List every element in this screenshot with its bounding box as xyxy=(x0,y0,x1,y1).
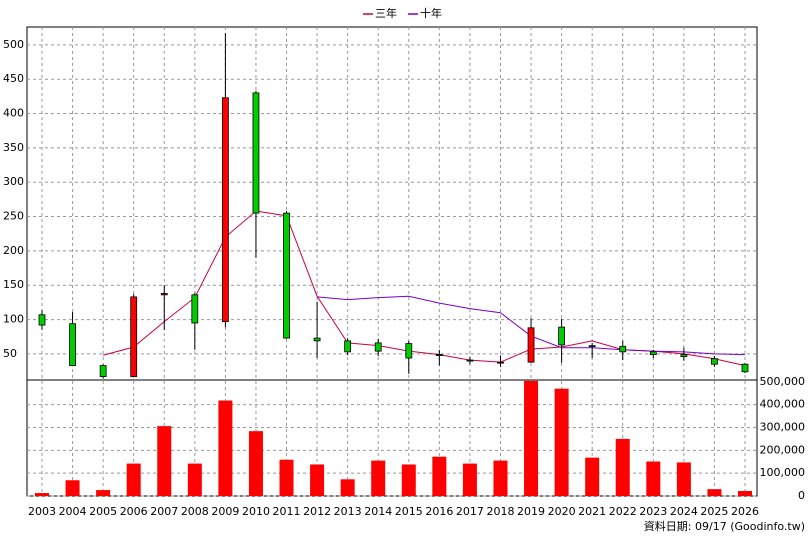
volume-bar xyxy=(524,380,539,496)
candle-body xyxy=(313,337,321,342)
candle-body xyxy=(680,354,688,358)
x-tick-label: 2004 xyxy=(59,505,87,518)
x-tick-label: 2021 xyxy=(578,505,606,518)
x-tick-label: 2022 xyxy=(609,505,637,518)
x-tick-label: 2019 xyxy=(517,505,545,518)
candle-body xyxy=(38,314,46,326)
x-tick-label: 2020 xyxy=(548,505,576,518)
x-tick-label: 2003 xyxy=(28,505,56,518)
volume-bar xyxy=(707,489,722,496)
x-tick-label: 2026 xyxy=(731,505,759,518)
y2-tick-label: 400,000 xyxy=(760,398,806,411)
volume-bar xyxy=(646,461,661,496)
y2-tick-label: 500,000 xyxy=(760,375,806,388)
candle-body xyxy=(252,92,260,214)
y-tick-label: 250 xyxy=(3,210,24,223)
volume-bar xyxy=(462,463,477,496)
candle-body xyxy=(130,296,138,377)
x-tick-label: 2007 xyxy=(150,505,178,518)
y2-tick-label: 200,000 xyxy=(760,443,806,456)
y-tick-label: 300 xyxy=(3,175,24,188)
volume-bar xyxy=(493,460,508,496)
y-tick-label: 200 xyxy=(3,244,24,257)
volume-bar xyxy=(615,438,630,496)
volume-bar xyxy=(248,431,263,496)
y2-tick-label: 0 xyxy=(798,489,805,502)
candle-body xyxy=(69,323,76,366)
candle-body xyxy=(497,361,504,364)
x-tick-label: 2012 xyxy=(303,505,331,518)
candle-body xyxy=(619,345,627,353)
volume-bar xyxy=(432,456,447,496)
candle-body xyxy=(741,363,749,373)
x-tick-label: 2011 xyxy=(273,505,301,518)
candle-body xyxy=(283,212,290,339)
y2-tick-label: 100,000 xyxy=(760,466,806,479)
volume-bar xyxy=(401,464,416,496)
footnote: 資料日期: 09/17 (Goodinfo.tw) xyxy=(644,519,805,533)
candle-body xyxy=(191,294,199,324)
x-tick-label: 2023 xyxy=(639,505,667,518)
ma-line xyxy=(102,210,746,367)
volume-bar xyxy=(126,463,141,496)
x-tick-label: 2017 xyxy=(456,505,484,518)
x-tick-label: 2014 xyxy=(364,505,392,518)
volume-bar xyxy=(738,490,752,496)
candle-body xyxy=(99,365,107,377)
x-tick-label: 2008 xyxy=(181,505,209,518)
volume-bar xyxy=(585,457,600,496)
plot-frame xyxy=(26,26,758,497)
candle-body xyxy=(405,343,413,359)
x-tick-label: 2013 xyxy=(334,505,362,518)
candle-body xyxy=(466,359,474,362)
volume-bar xyxy=(96,490,111,496)
candle-body xyxy=(374,342,382,352)
candle-body xyxy=(649,351,657,355)
y-tick-label: 50 xyxy=(3,347,17,360)
x-tick-label: 2025 xyxy=(700,505,728,518)
x-tick-label: 2015 xyxy=(395,505,423,518)
x-tick-label: 2016 xyxy=(425,505,453,518)
candle-body xyxy=(160,293,168,296)
volume-bar xyxy=(340,479,355,496)
x-tick-label: 2024 xyxy=(670,505,698,518)
y-tick-label: 400 xyxy=(3,107,24,120)
volume-bar xyxy=(554,388,569,496)
volume-bar xyxy=(35,493,49,496)
volume-bar xyxy=(157,426,172,496)
y-tick-label: 350 xyxy=(3,141,24,154)
x-tick-label: 2009 xyxy=(211,505,239,518)
x-tick-label: 2005 xyxy=(89,505,117,518)
volume-bar xyxy=(371,460,386,496)
x-tick-label: 2018 xyxy=(486,505,514,518)
candle-body xyxy=(588,345,596,348)
x-tick-label: 2006 xyxy=(120,505,148,518)
candle-body xyxy=(344,340,352,353)
volume-bar xyxy=(187,463,202,496)
x-tick-label: 2010 xyxy=(242,505,270,518)
candle-body xyxy=(527,327,535,363)
candle-body xyxy=(221,97,229,323)
candle-body xyxy=(711,358,718,365)
y-tick-label: 500 xyxy=(3,38,24,51)
legend-label: 三年 xyxy=(375,6,397,20)
legend-label: 十年 xyxy=(420,6,442,20)
volume-bar xyxy=(218,400,233,496)
candle-body xyxy=(435,354,443,356)
volume-bar xyxy=(310,464,325,496)
y2-tick-label: 300,000 xyxy=(760,420,806,433)
volume-bar xyxy=(279,459,294,496)
volume-bar xyxy=(65,480,80,496)
volume-bar xyxy=(676,462,691,496)
y-tick-label: 100 xyxy=(3,313,24,326)
candle-body xyxy=(558,326,566,346)
y-tick-label: 450 xyxy=(3,72,24,85)
y-tick-label: 150 xyxy=(3,278,24,291)
